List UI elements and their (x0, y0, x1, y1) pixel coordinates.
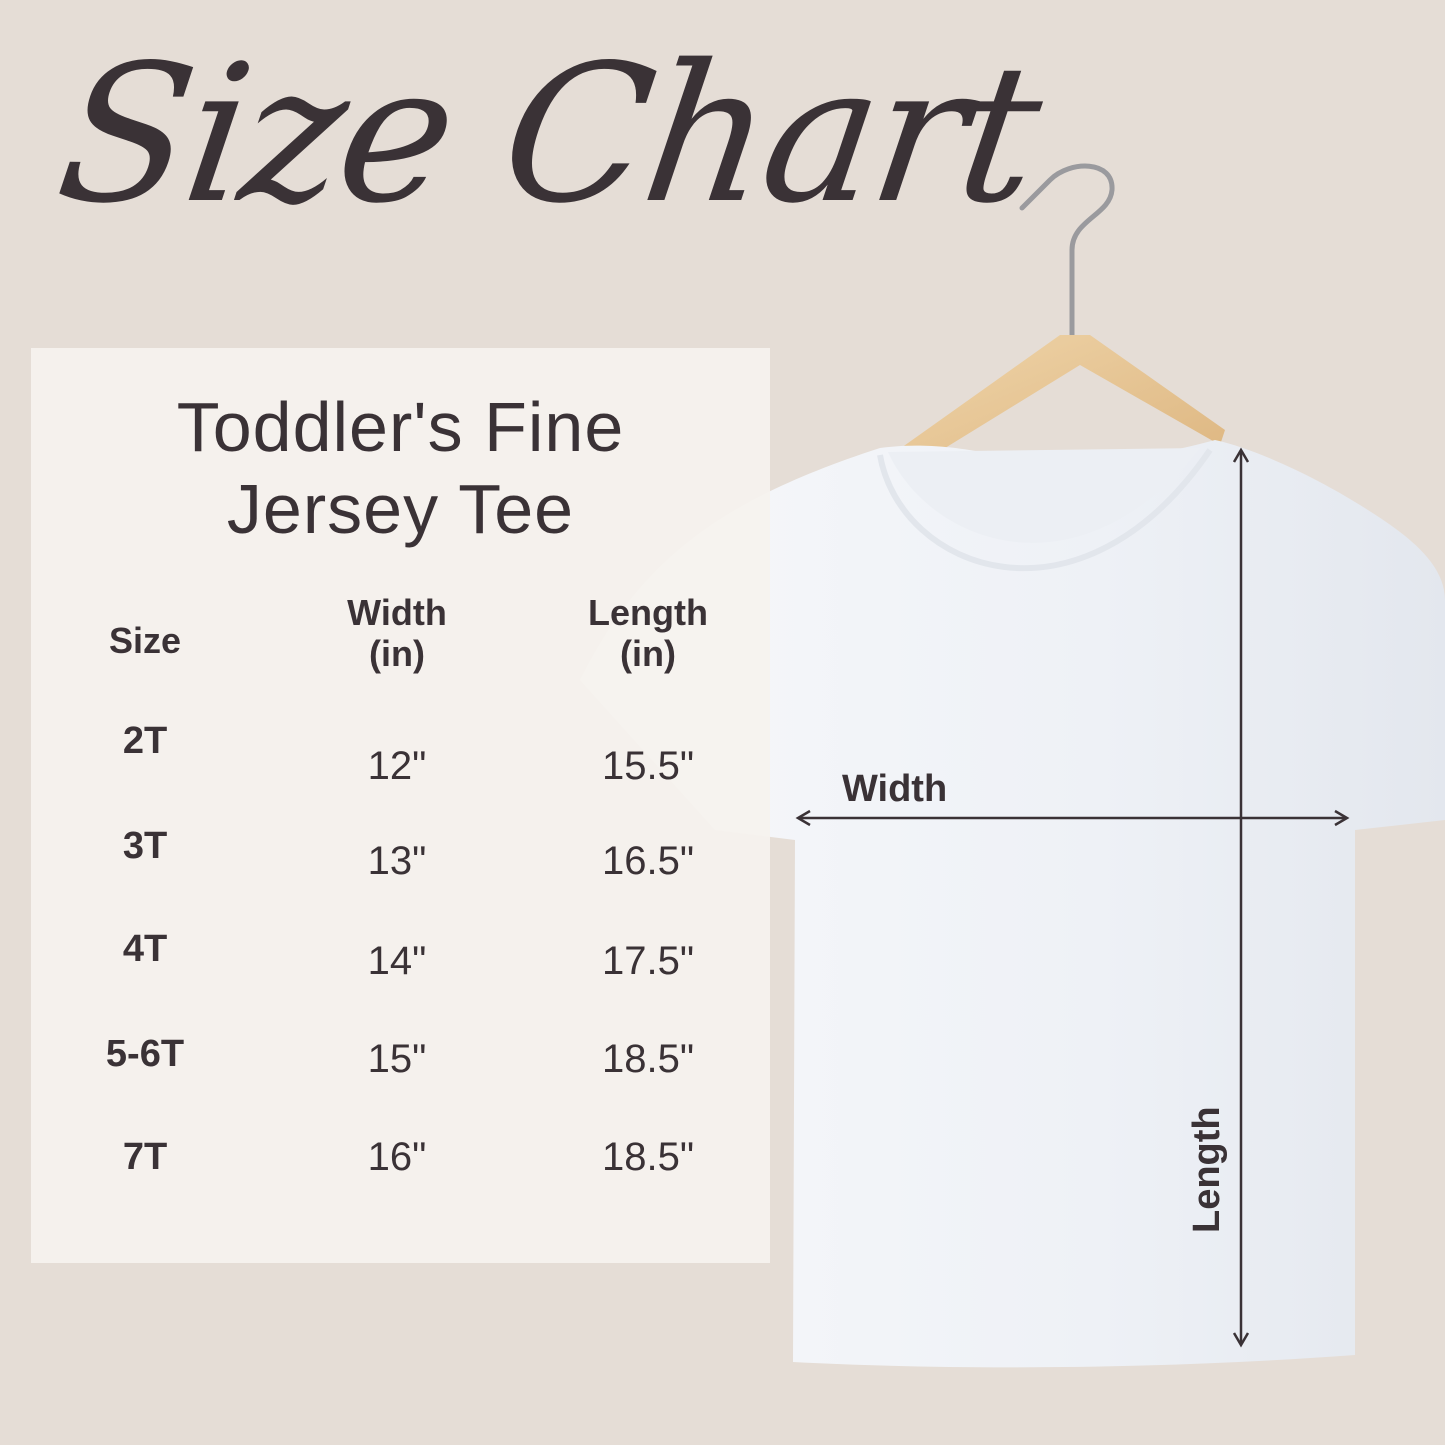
hanger-hook (1019, 163, 1115, 338)
product-name: Toddler's Fine Jersey Tee (31, 386, 770, 550)
product-name-line1: Toddler's Fine (176, 388, 625, 466)
length-label: Length (1186, 1106, 1228, 1233)
row-length: 18.5" (601, 1037, 695, 1081)
header-width-line2: (in) (369, 633, 425, 675)
hanger-wood (870, 335, 1225, 485)
row-size: 4T (122, 928, 168, 970)
row-length: 15.5" (601, 744, 695, 788)
header-length-line2: (in) (620, 633, 676, 675)
header-width: Width (in) (287, 592, 507, 675)
product-name-line2: Jersey Tee (226, 470, 575, 548)
tshirt (580, 440, 1445, 1368)
row-size: 3T (122, 825, 168, 867)
row-width: 13" (367, 839, 427, 883)
header-width-line1: Width (347, 592, 447, 633)
row-size: 7T (122, 1136, 168, 1178)
header-length-line1: Length (588, 592, 708, 633)
row-width: 15" (367, 1037, 427, 1081)
row-width: 14" (367, 939, 427, 983)
row-width: 12" (367, 744, 427, 788)
header-length: Length (in) (538, 592, 758, 675)
size-table-panel: Toddler's Fine Jersey Tee Size Width (in… (31, 348, 770, 1263)
row-length: 17.5" (601, 939, 695, 983)
header-size: Size (108, 620, 182, 661)
row-size: 5-6T (105, 1033, 185, 1075)
collar (877, 448, 1213, 572)
row-length: 18.5" (601, 1135, 695, 1179)
width-label: Width (842, 768, 948, 810)
row-size: 2T (122, 720, 168, 762)
row-length: 16.5" (601, 839, 695, 883)
row-width: 16" (367, 1135, 427, 1179)
